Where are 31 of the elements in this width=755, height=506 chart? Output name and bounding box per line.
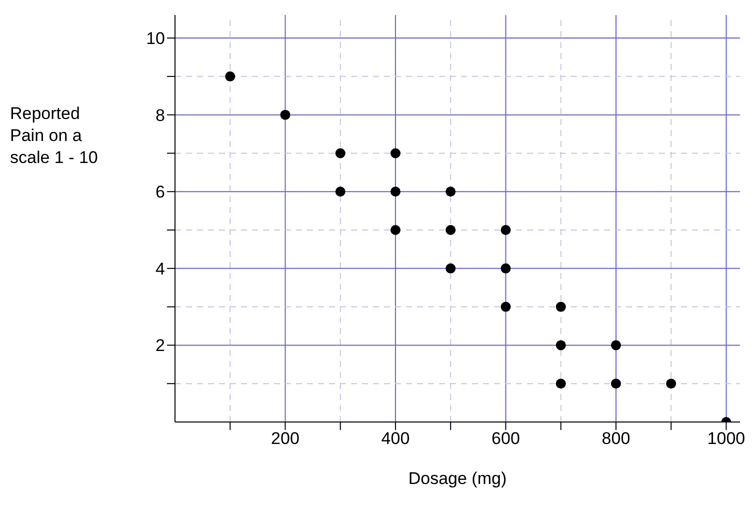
point — [225, 71, 236, 82]
x-tick-label: 400 — [381, 429, 410, 448]
x-tick-label: 200 — [271, 429, 300, 448]
point — [556, 340, 566, 350]
point — [446, 263, 456, 274]
x-tick-label: 1000 — [707, 429, 746, 448]
point — [556, 302, 566, 312]
y-tick-label: 6 — [156, 182, 165, 202]
y-tick-label: 8 — [156, 106, 165, 125]
point — [500, 263, 511, 274]
point — [280, 110, 290, 120]
point — [390, 186, 400, 197]
x-tick-label: 600 — [492, 429, 520, 448]
point — [500, 225, 511, 236]
point — [390, 225, 400, 236]
point — [556, 378, 566, 389]
point — [500, 302, 511, 312]
y-tick-label: 2 — [156, 336, 165, 356]
point — [610, 340, 621, 350]
point — [335, 148, 346, 158]
y-axis-title: Reported Pain on a scale 1 - 10 — [10, 104, 98, 168]
x-tick-label: 800 — [602, 429, 630, 448]
y-tick-label: 10 — [146, 29, 165, 48]
point — [446, 225, 456, 236]
point — [446, 186, 456, 197]
x-axis-title: Dosage (mg) — [408, 469, 507, 488]
point — [610, 378, 621, 389]
point — [666, 378, 676, 389]
y-tick-label: 4 — [156, 259, 165, 278]
point — [390, 148, 400, 158]
point — [335, 186, 346, 197]
